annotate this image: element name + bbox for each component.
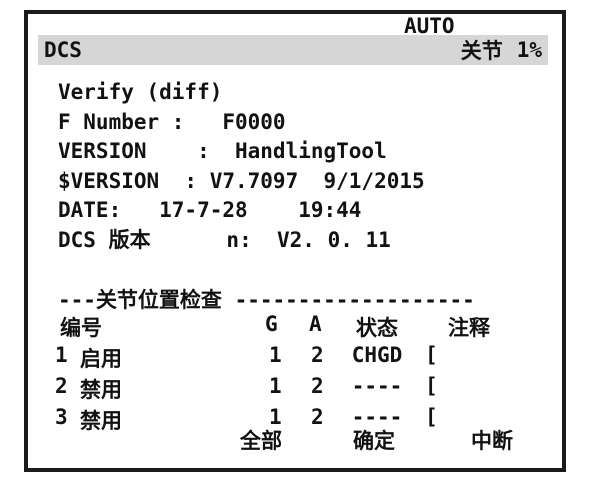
column-header-comment: 注释 [448, 316, 490, 340]
row-enable-state: 启用 [80, 347, 122, 371]
titlebar-right-group: 关节 1% [461, 35, 542, 65]
section-title: 关节位置检查 [95, 288, 222, 312]
row-comment-bracket: [ [425, 405, 438, 429]
row-axis: 2 [311, 405, 324, 429]
verify-mode-line: Verify (diff) [58, 80, 223, 104]
softkey-row: 全部 确定 中断 [28, 425, 562, 453]
row-status: ---- [351, 405, 403, 429]
column-header-number: 编号 [60, 316, 102, 340]
section-dashes-right: ------------------- [221, 288, 475, 312]
version-line: VERSION : HandlingTool [58, 139, 387, 164]
row-number: 1 [55, 343, 68, 367]
dcs-version-line: DCS 版本 n: V2. 0. 11 [58, 227, 391, 252]
column-header-g: G [265, 312, 278, 336]
f-number-line: F Number : F0000 [58, 109, 286, 134]
screen-title: DCS [44, 38, 82, 62]
column-header-status: 状态 [356, 316, 398, 340]
row-status: CHGD [351, 343, 403, 367]
row-group: 1 [269, 374, 282, 398]
row-status: ---- [351, 374, 403, 398]
row-group: 1 [269, 405, 282, 429]
row-axis: 2 [311, 374, 324, 398]
table-header-row: 编号 G A 状态 注释 [28, 312, 562, 340]
column-header-a: A [309, 312, 322, 336]
row-comment-bracket: [ [425, 343, 438, 367]
row-number: 2 [55, 374, 68, 398]
table-row[interactable]: 3 禁用 1 2 ---- [ [28, 405, 562, 433]
row-enable-state: 禁用 [80, 378, 122, 402]
row-comment-bracket: [ [425, 374, 438, 398]
softkey-ok[interactable]: 确定 [353, 429, 395, 453]
sysversion-line: $VERSION : V7.7097 9/1/2015 [58, 168, 425, 193]
softkey-all[interactable]: 全部 [240, 429, 282, 453]
speed-override-value: 1% [516, 38, 542, 62]
table-row[interactable]: 1 启用 1 2 CHGD [ [28, 343, 562, 371]
mode-indicator: AUTO [404, 14, 455, 38]
version-info-block: Verify (diff) F Number : F0000 VERSION :… [58, 78, 425, 256]
row-axis: 2 [311, 343, 324, 367]
table-row[interactable]: 2 禁用 1 2 ---- [ [28, 374, 562, 402]
section-dashes-left: --- [58, 288, 96, 312]
row-group: 1 [269, 343, 282, 367]
row-number: 3 [55, 405, 68, 429]
coord-system-label: 关节 [460, 39, 503, 63]
softkey-cancel[interactable]: 中断 [471, 429, 513, 453]
status-titlebar: DCS 关节 1% [38, 35, 548, 65]
date-line: DATE: 17-7-28 19:44 [58, 198, 362, 223]
row-enable-state: 禁用 [80, 409, 122, 433]
section-header: ---关节位置检查 ------------------- [58, 284, 475, 314]
teach-pendant-screen: AUTO DCS 关节 1% Verify (diff) F Number : … [24, 10, 566, 472]
